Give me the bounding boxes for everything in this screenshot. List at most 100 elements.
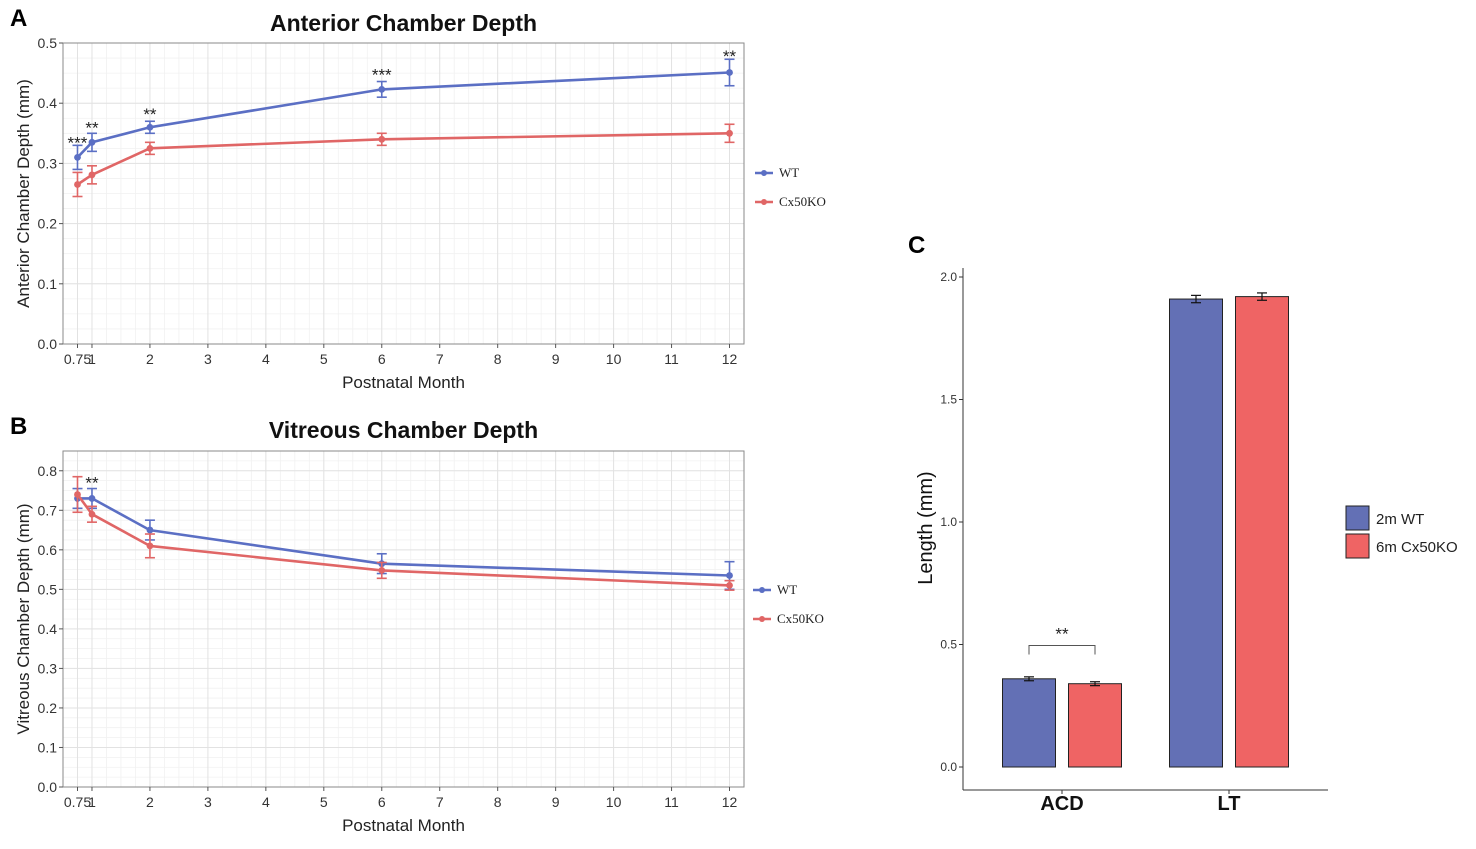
bar-2m-wt (1169, 298, 1223, 768)
y-tick-label: 0.3 (38, 660, 58, 676)
chart-title: Vitreous Chamber Depth (269, 417, 538, 443)
data-point (74, 181, 81, 188)
y-tick-label: 0.5 (940, 638, 957, 652)
data-point (74, 153, 81, 161)
significance-label: *** (372, 65, 392, 84)
significance-bracket (1028, 645, 1096, 655)
panel-letter: C (908, 232, 925, 259)
x-axis: 0.751 2 3 4 5 6 7 8 9 10 11 12 (64, 344, 738, 367)
x-tick-label: 7 (436, 794, 444, 810)
series-wt (72, 58, 735, 171)
error-bar (1024, 676, 1034, 682)
plot-border (62, 42, 745, 345)
legend-item-wt: WT (755, 165, 799, 180)
y-tick-label: 0.1 (38, 276, 58, 292)
y-tick-label: 0.3 (38, 155, 58, 171)
x-tick-label: 3 (204, 351, 212, 367)
x-tick-label: 9 (552, 794, 560, 810)
y-tick-label: 2.0 (940, 270, 957, 284)
x-tick-label: 5 (320, 351, 328, 367)
data-point (88, 138, 96, 146)
data-point (88, 510, 96, 518)
y-tick-label: 0.6 (38, 542, 58, 558)
x-tick-label: 6 (378, 351, 386, 367)
x-tick-label: 3 (204, 794, 212, 810)
data-point (378, 85, 386, 93)
x-tick-label: 10 (606, 794, 622, 810)
gridlines (62, 42, 745, 345)
significance-label: *** (68, 133, 88, 152)
panel-letter: B (10, 413, 27, 440)
data-point (726, 129, 733, 137)
x-tick-label: 9 (552, 351, 560, 367)
significance-label: ** (1055, 625, 1069, 644)
y-tick-label: 0.8 (38, 463, 58, 479)
significance-label: ** (143, 105, 157, 124)
y-tick-label: 0.0 (940, 760, 957, 774)
legend-label: WT (779, 165, 799, 180)
data-point (88, 495, 96, 502)
error-bar (1257, 292, 1267, 301)
data-point (88, 171, 96, 179)
y-tick-label: 1.0 (940, 515, 957, 529)
data-point (146, 123, 154, 131)
y-tick-label: 1.5 (940, 393, 957, 407)
plot-border (62, 450, 745, 788)
bar-6m-cx50ko (1068, 683, 1122, 768)
x-tick-label: 6 (378, 794, 386, 810)
data-point (146, 526, 154, 534)
error-bar (1191, 294, 1201, 304)
x-axis-label: Postnatal Month (342, 816, 465, 835)
legend-marker (759, 616, 765, 622)
legend-swatch (1345, 533, 1370, 559)
data-point (74, 491, 81, 498)
y-tick-label: 0.0 (38, 336, 58, 352)
legend: WT Cx50KO (753, 582, 824, 626)
legend-label: 6m Cx50KO (1376, 539, 1458, 556)
x-tick-label: 8 (494, 351, 502, 367)
bar-2m-wt (1002, 678, 1056, 768)
legend-item-cx50ko: Cx50KO (755, 194, 826, 209)
data-point (726, 582, 733, 589)
y-axis: 0.0 0.5 1.0 1.5 2.0 (940, 270, 963, 774)
y-tick-label: 0.4 (38, 95, 58, 111)
series-cx50ko (72, 123, 735, 198)
series-wt (72, 487, 735, 591)
x-tick-label: 4 (262, 351, 270, 367)
y-tick-label: 0.4 (38, 621, 58, 637)
significance-label: ** (723, 47, 737, 66)
x-tick-label: 8 (494, 794, 502, 810)
x-tick-label: 12 (722, 794, 738, 810)
legend-item-cx50ko: Cx50KO (753, 611, 824, 626)
y-axis-label: Vitreous Chamber Depth (mm) (14, 503, 33, 734)
data-point (378, 566, 386, 574)
legend-label: Cx50KO (777, 611, 824, 626)
y-tick-label: 0.7 (38, 502, 58, 518)
category-label: ACD (1040, 793, 1083, 815)
x-tick-label: 4 (262, 794, 270, 810)
x-tick-label: 0.75 (64, 351, 91, 367)
legend-swatch (1345, 505, 1370, 531)
legend-marker (759, 587, 765, 593)
y-axis: 0.0 0.1 0.2 0.3 0.4 0.5 0.6 0.7 0.8 (38, 463, 63, 795)
legend-item-2m-wt: 2m WT (1345, 505, 1424, 531)
x-tick-label: 11 (664, 351, 679, 367)
data-point (146, 144, 154, 152)
x-tick-label: 1 (88, 351, 96, 367)
legend-item-wt: WT (753, 582, 797, 597)
x-tick-label: 2 (146, 794, 154, 810)
y-axis-label: Length (mm) (915, 471, 937, 584)
x-tick-label: 1 (88, 794, 96, 810)
x-axis: 0.751 2 3 4 5 6 7 8 9 10 11 12 (64, 787, 738, 810)
x-tick-label: 5 (320, 794, 328, 810)
data-point (726, 572, 733, 579)
x-tick-label: 12 (722, 351, 738, 367)
legend-item-6m-cx50ko: 6m Cx50KO (1345, 533, 1458, 559)
panel-c: C 0.0 0.5 1.0 1.5 2.0 Length (mm) ACD LT ** 2m WT 6… (908, 232, 1458, 815)
y-tick-label: 0.2 (38, 216, 58, 232)
legend: 2m WT 6m Cx50KO (1345, 505, 1458, 559)
data-point (146, 542, 154, 550)
